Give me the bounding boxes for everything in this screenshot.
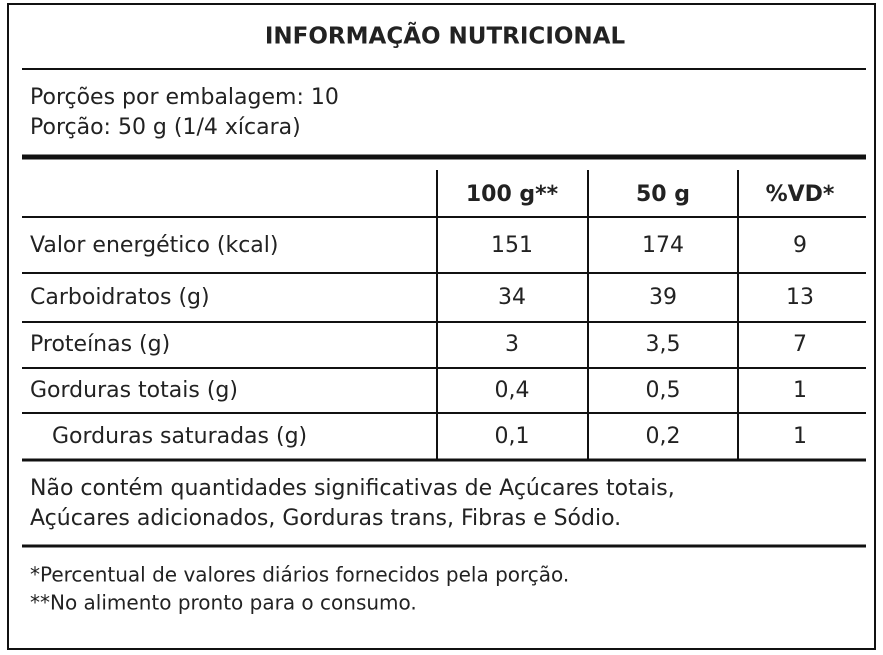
- cell-value: 9: [793, 233, 807, 258]
- row-label: Valor energético (kcal): [30, 233, 279, 258]
- outer-border: [7, 3, 876, 650]
- cell-value: 0,5: [646, 378, 681, 403]
- cell-value: 0,1: [495, 424, 530, 449]
- servings-line: Porção: 50 g (1/4 xícara): [30, 115, 301, 140]
- footnote: *Percentual de valores diários fornecido…: [30, 563, 569, 587]
- column-header: %VD*: [766, 182, 835, 207]
- column-header: 100 g**: [466, 182, 559, 207]
- title: INFORMAÇÃO NUTRICIONAL: [265, 22, 626, 50]
- cell-value: 174: [642, 233, 684, 258]
- footnote: **No alimento pronto para o consumo.: [30, 591, 417, 615]
- note-line: Não contém quantidades significativas de…: [30, 476, 675, 501]
- row-label: Gorduras saturadas (g): [52, 424, 307, 449]
- cell-value: 1: [793, 378, 807, 403]
- servings-line: Porções por embalagem: 10: [30, 85, 339, 110]
- cell-value: 34: [498, 285, 526, 310]
- column-header: 50 g: [636, 182, 690, 207]
- row-label: Proteínas (g): [30, 332, 170, 357]
- row-label: Gorduras totais (g): [30, 378, 238, 403]
- row-label: Carboidratos (g): [30, 285, 210, 310]
- cell-value: 1: [793, 424, 807, 449]
- cell-value: 0,2: [646, 424, 681, 449]
- cell-value: 3,5: [646, 332, 681, 357]
- cell-value: 13: [786, 285, 814, 310]
- cell-value: 7: [793, 332, 807, 357]
- cell-value: 0,4: [495, 378, 530, 403]
- note-line: Açúcares adicionados, Gorduras trans, Fi…: [30, 506, 621, 531]
- cell-value: 151: [491, 233, 533, 258]
- cell-value: 39: [649, 285, 677, 310]
- cell-value: 3: [505, 332, 519, 357]
